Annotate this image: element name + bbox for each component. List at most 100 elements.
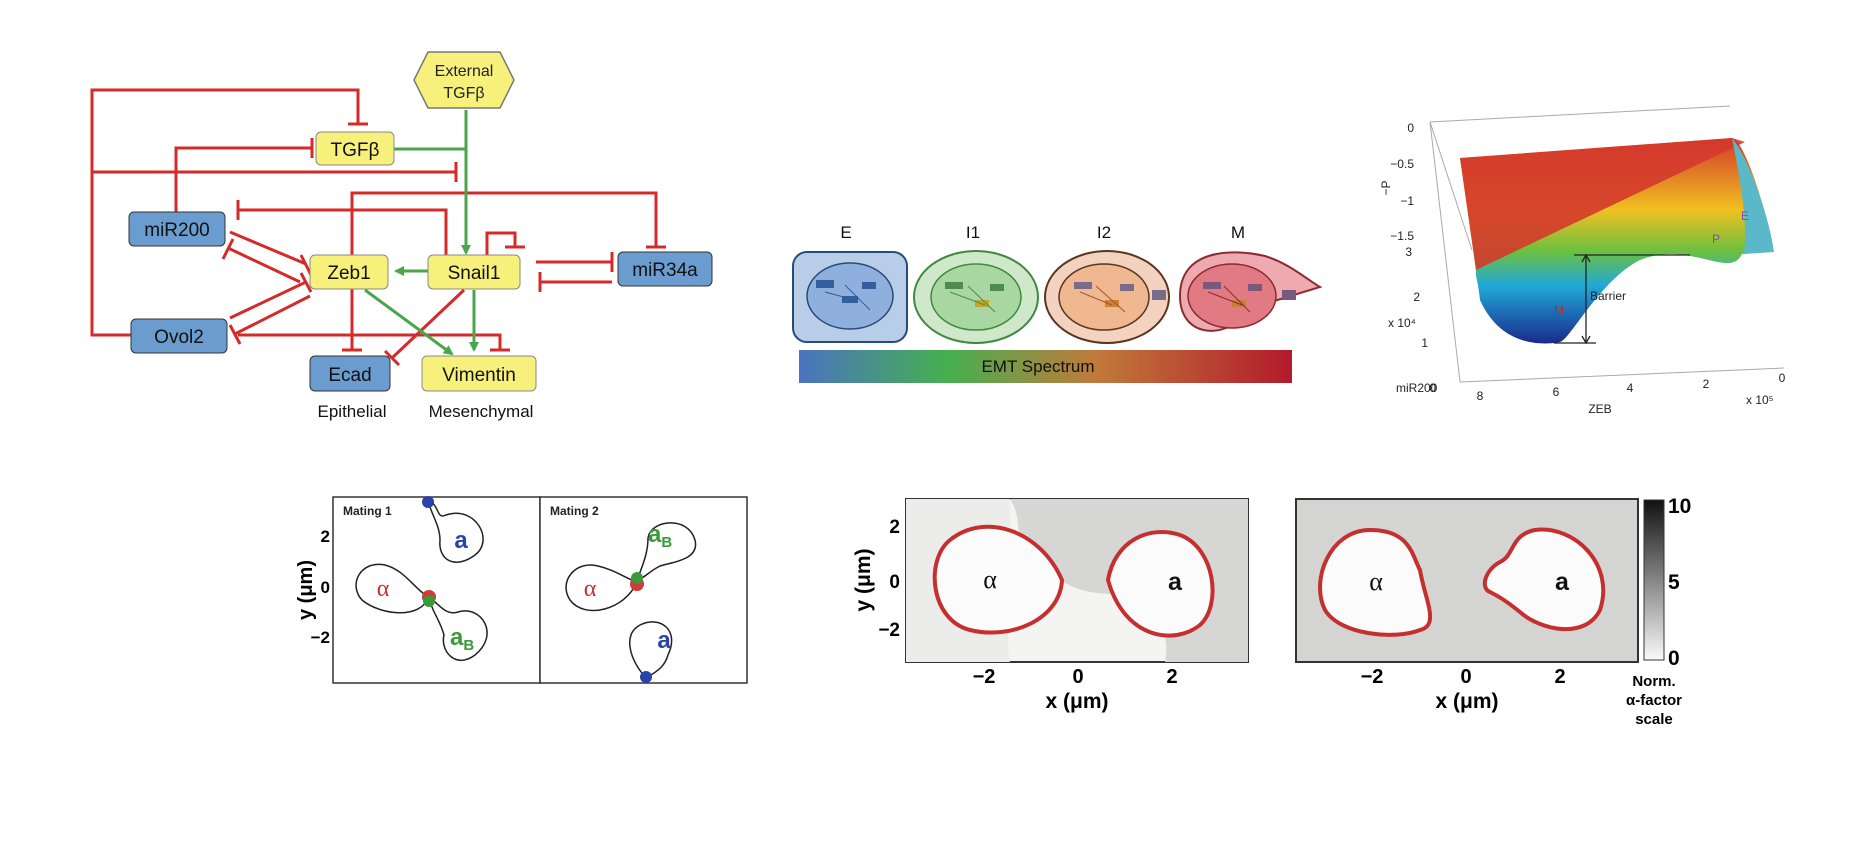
x-tick: 2 xyxy=(1703,377,1710,391)
edge-zeb1-vimentin xyxy=(364,288,454,356)
emt-spectrum-panel: E I1 I2 M E xyxy=(792,223,1323,383)
edge-ovol2-vimentin xyxy=(238,333,502,350)
field1-x-tick: 2 xyxy=(1166,666,1177,688)
y-tick: 1 xyxy=(1421,336,1428,350)
field2-x-tick: 2 xyxy=(1554,666,1565,688)
mating2-tip-ab xyxy=(631,572,643,584)
colorbar-title-line2: α-factor xyxy=(1626,692,1682,709)
edge-mir200-zeb1 xyxy=(229,230,307,266)
node-mir200: miR200 xyxy=(128,211,226,247)
node-ovol2: Ovol2 xyxy=(130,318,228,354)
svg-text:Zeb1: Zeb1 xyxy=(327,263,370,284)
mating1-cell-a xyxy=(427,498,484,563)
mating-y-axis-label: y (μm) xyxy=(295,560,317,620)
node-external-tgfb: External TGFβ xyxy=(413,51,515,109)
x-axis-scale: x 10⁵ xyxy=(1746,393,1774,407)
mating-y-tick: −2 xyxy=(311,628,330,647)
y-axis-label: miR200 xyxy=(1396,381,1438,395)
mating1-tip-a xyxy=(422,496,434,508)
caption-epithelial: Epithelial xyxy=(318,402,387,421)
state-label-m: M xyxy=(1231,223,1245,242)
x-tick: 8 xyxy=(1477,389,1484,403)
activation-edges xyxy=(364,110,479,356)
colorbar-tick: 5 xyxy=(1668,571,1680,594)
svg-text:miR200: miR200 xyxy=(144,220,209,241)
svg-text:Snail1: Snail1 xyxy=(448,263,501,284)
z-tick: −1.5 xyxy=(1390,229,1414,243)
emt-spectrum-bar xyxy=(799,350,1292,383)
svg-text:TGFβ: TGFβ xyxy=(443,85,484,102)
mating2-cell-ab xyxy=(635,522,697,582)
cell-i1 xyxy=(913,250,1039,344)
node-mir34a: miR34a xyxy=(617,251,713,287)
field2-x-tick: −2 xyxy=(1361,666,1384,688)
node-zeb1: Zeb1 xyxy=(309,254,389,290)
caption-mesenchymal: Mesenchymal xyxy=(429,402,534,421)
mating2-ab-label: aB xyxy=(648,521,672,551)
edge-snail1-ecad xyxy=(390,288,466,360)
x-tick: 0 xyxy=(1779,371,1786,385)
x-tick: 6 xyxy=(1553,385,1560,399)
regulatory-network: External TGFβ TGFβ miR200 Zeb1 Snail1 mi… xyxy=(90,51,713,421)
mating2-cell-a xyxy=(629,621,673,679)
mating1-cell-alpha xyxy=(355,563,430,614)
field1-y-tick: 2 xyxy=(889,517,900,538)
colorbar-tick: 10 xyxy=(1668,495,1691,518)
state-label-i2: I2 xyxy=(1097,223,1111,242)
edge-ovol2-tgfb xyxy=(90,88,360,337)
y-axis-scale: x 10⁴ xyxy=(1388,316,1416,330)
node-tgfb: TGFβ xyxy=(315,131,395,166)
field1-y-axis-label: y (μm) xyxy=(852,548,875,611)
y-tick: 2 xyxy=(1413,290,1420,304)
svg-text:Ovol2: Ovol2 xyxy=(154,327,204,348)
edge-zeb1-mir34a xyxy=(350,191,658,258)
mating-panel-1-title: Mating 1 xyxy=(343,504,392,518)
field2-alpha-label: α xyxy=(1369,567,1383,596)
z-tick: −0.5 xyxy=(1390,157,1414,171)
node-snail1: Snail1 xyxy=(427,254,521,290)
alpha-factor-colorbar xyxy=(1643,499,1665,661)
field1-a-label: a xyxy=(1168,568,1183,596)
edge-ovol2-zeb1 xyxy=(229,280,307,320)
svg-text:Ecad: Ecad xyxy=(328,365,371,386)
mating1-alpha-label: α xyxy=(377,576,390,602)
edge-mir200-tgfb xyxy=(174,146,312,214)
mating2-alpha-label: α xyxy=(584,576,597,602)
cell-e xyxy=(792,251,908,343)
alpha-factor-panel-1: α a y (μm) 2 0 −2 −2 0 2 x (μm) xyxy=(852,498,1249,713)
mating1-ab-label: aB xyxy=(450,624,474,654)
landscape-state-e: E xyxy=(1741,209,1749,223)
field1-y-tick: −2 xyxy=(878,620,900,641)
mating-panel-2-frame xyxy=(539,496,748,684)
z-axis-label: −P xyxy=(1379,180,1393,195)
field1-x-axis-label: x (μm) xyxy=(1045,690,1108,713)
landscape-state-m: M xyxy=(1554,303,1564,317)
cell-m xyxy=(1178,251,1323,332)
cell-i2 xyxy=(1044,250,1170,344)
field2-cell-a xyxy=(1482,527,1606,632)
svg-text:TGFβ: TGFβ xyxy=(331,140,380,161)
node-ecad: Ecad xyxy=(309,355,391,392)
svg-text:miR34a: miR34a xyxy=(632,260,698,281)
colorbar-title-line3: scale xyxy=(1635,711,1673,728)
x-tick: 4 xyxy=(1627,381,1634,395)
z-tick: 0 xyxy=(1407,121,1414,135)
field1-x-tick: 0 xyxy=(1072,666,1083,688)
mating-y-tick: 0 xyxy=(321,578,330,597)
mating1-cell-ab xyxy=(427,595,488,662)
mating2-cell-alpha xyxy=(565,564,639,612)
field2-cell-alpha xyxy=(1318,527,1432,637)
mating-panel-1-frame xyxy=(332,496,541,684)
z-tick: −1 xyxy=(1400,194,1414,208)
mating2-a-label: a xyxy=(657,627,671,654)
y-tick: 0 xyxy=(1429,381,1436,395)
field2-a-label: a xyxy=(1555,568,1570,596)
colorbar-title-line1: Norm. xyxy=(1632,673,1675,690)
y-tick: 3 xyxy=(1405,245,1412,259)
field1-alpha-label: α xyxy=(983,565,997,594)
mating-panels: Mating 1 Mating 2 y (μm) 2 0 −2 α a aB α… xyxy=(295,496,748,684)
node-vimentin: Vimentin xyxy=(421,355,537,392)
field1-cell-alpha xyxy=(932,524,1065,635)
state-label-e: E xyxy=(840,223,851,242)
x-axis-label: ZEB xyxy=(1588,402,1611,416)
